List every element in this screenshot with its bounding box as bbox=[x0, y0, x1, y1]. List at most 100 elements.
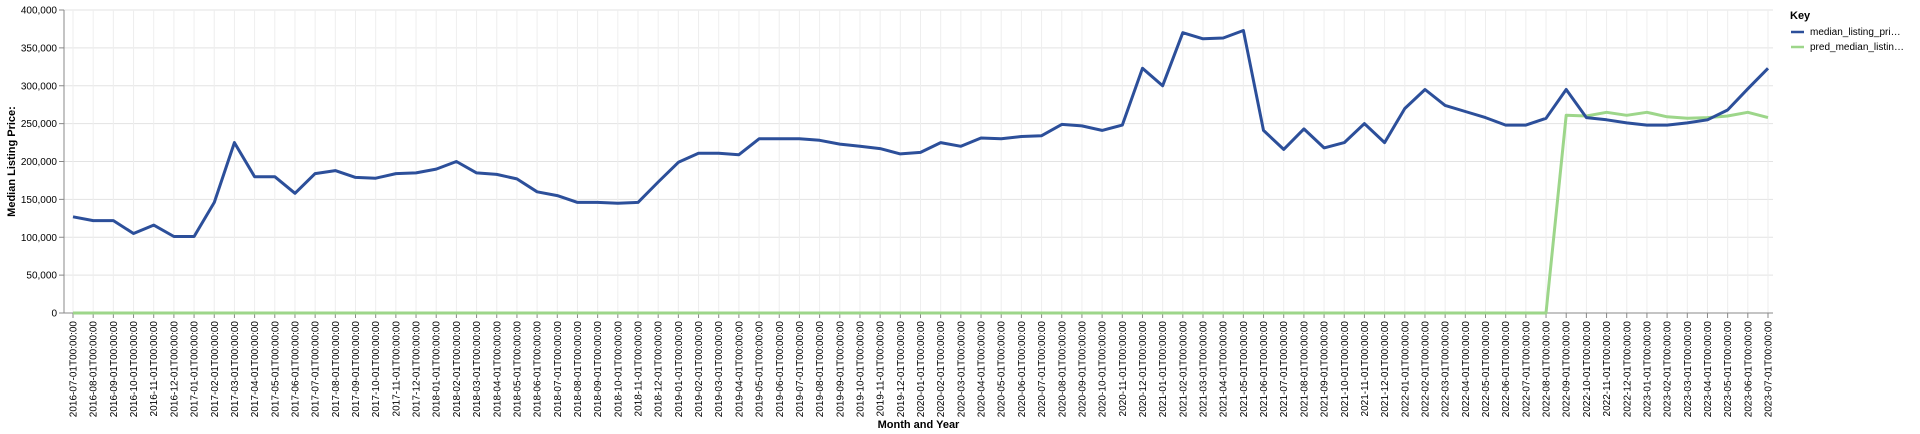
x-tick-label: 2019-11-01T00:00:00 bbox=[876, 321, 887, 417]
legend-items: median_listing_pri… pred_median_listin… bbox=[1791, 27, 1904, 53]
legend-title: Key bbox=[1790, 10, 1811, 22]
x-tick-label: 2020-02-01T00:00:00 bbox=[936, 321, 947, 418]
x-tick-label: 2023-03-01T00:00:00 bbox=[1683, 321, 1694, 418]
x-tick-label: 2021-01-01T00:00:00 bbox=[1158, 321, 1169, 418]
x-tick-label: 2018-04-01T00:00:00 bbox=[492, 321, 503, 418]
x-tick-label: 2019-07-01T00:00:00 bbox=[795, 321, 806, 418]
x-tick-label: 2019-09-01T00:00:00 bbox=[835, 321, 846, 418]
y-tick-label: 50,000 bbox=[26, 271, 57, 282]
gridlines bbox=[64, 9, 1773, 314]
x-tick-label: 2022-12-01T00:00:00 bbox=[1622, 321, 1633, 418]
x-tick-label: 2020-06-01T00:00:00 bbox=[1017, 321, 1028, 418]
x-tick-label: 2016-11-01T00:00:00 bbox=[149, 321, 160, 417]
x-tick-label: 2016-09-01T00:00:00 bbox=[109, 321, 120, 418]
x-tick-label: 2019-06-01T00:00:00 bbox=[775, 321, 786, 418]
legend: Key median_listing_pri… pred_median_listi… bbox=[1790, 10, 1904, 53]
x-tick-label: 2022-11-01T00:00:00 bbox=[1602, 321, 1613, 417]
x-tick-label: 2021-10-01T00:00:00 bbox=[1340, 321, 1351, 418]
x-tick-label: 2020-12-01T00:00:00 bbox=[1138, 321, 1149, 418]
x-tick-label: 2016-08-01T00:00:00 bbox=[89, 321, 100, 418]
x-tick-label: 2021-11-01T00:00:00 bbox=[1360, 321, 1371, 417]
x-tick-label: 2022-07-01T00:00:00 bbox=[1521, 321, 1532, 418]
series-line-pred-median-listing-price bbox=[73, 110, 1769, 315]
y-tick-label: 150,000 bbox=[21, 195, 58, 206]
y-axis-ticks: 0 50,000 100,000 150,000 200,000 250,000 300,0… bbox=[21, 6, 64, 320]
x-tick-label: 2018-06-01T00:00:00 bbox=[533, 321, 544, 418]
x-tick-label: 2018-01-01T00:00:00 bbox=[432, 321, 443, 418]
x-tick-label: 2017-10-01T00:00:00 bbox=[371, 321, 382, 418]
x-tick-label: 2019-10-01T00:00:00 bbox=[855, 321, 866, 418]
x-tick-label: 2019-03-01T00:00:00 bbox=[714, 321, 725, 418]
x-tick-label: 2017-03-01T00:00:00 bbox=[230, 321, 241, 418]
x-tick-label: 2023-05-01T00:00:00 bbox=[1723, 321, 1734, 418]
y-tick-label: 350,000 bbox=[21, 43, 58, 54]
x-tick-label: 2023-06-01T00:00:00 bbox=[1743, 321, 1754, 418]
x-tick-label: 2020-05-01T00:00:00 bbox=[997, 321, 1008, 418]
x-tick-label: 2022-01-01T00:00:00 bbox=[1400, 321, 1411, 418]
x-tick-label: 2017-11-01T00:00:00 bbox=[391, 321, 402, 417]
x-tick-label: 2016-12-01T00:00:00 bbox=[169, 321, 180, 418]
x-tick-label: 2020-01-01T00:00:00 bbox=[916, 321, 927, 418]
x-tick-label: 2018-10-01T00:00:00 bbox=[613, 321, 624, 418]
x-tick-label: 2020-10-01T00:00:00 bbox=[1098, 321, 1109, 418]
x-tick-label: 2020-09-01T00:00:00 bbox=[1077, 321, 1088, 418]
x-tick-label: 2023-07-01T00:00:00 bbox=[1764, 321, 1775, 418]
x-tick-label: 2022-08-01T00:00:00 bbox=[1542, 321, 1553, 418]
x-tick-label: 2021-12-01T00:00:00 bbox=[1380, 321, 1391, 418]
x-tick-label: 2019-12-01T00:00:00 bbox=[896, 321, 907, 418]
x-tick-label: 2018-07-01T00:00:00 bbox=[553, 321, 564, 418]
x-tick-label: 2018-02-01T00:00:00 bbox=[452, 321, 463, 418]
x-tick-label: 2019-04-01T00:00:00 bbox=[734, 321, 745, 418]
x-tick-label: 2017-05-01T00:00:00 bbox=[270, 321, 281, 418]
x-tick-label: 2023-01-01T00:00:00 bbox=[1642, 321, 1653, 418]
x-tick-label: 2018-08-01T00:00:00 bbox=[573, 321, 584, 418]
x-tick-label: 2017-04-01T00:00:00 bbox=[250, 321, 261, 418]
x-tick-label: 2016-07-01T00:00:00 bbox=[69, 321, 80, 418]
x-tick-label: 2022-10-01T00:00:00 bbox=[1582, 321, 1593, 418]
legend-label: pred_median_listin… bbox=[1810, 42, 1904, 53]
x-tick-label: 2017-06-01T00:00:00 bbox=[290, 321, 301, 418]
y-tick-label: 0 bbox=[51, 309, 57, 320]
x-tick-label: 2021-04-01T00:00:00 bbox=[1219, 321, 1230, 418]
x-tick-label: 2017-02-01T00:00:00 bbox=[210, 321, 221, 418]
x-tick-label: 2021-06-01T00:00:00 bbox=[1259, 321, 1270, 418]
x-tick-label: 2018-09-01T00:00:00 bbox=[593, 321, 604, 418]
x-tick-label: 2017-08-01T00:00:00 bbox=[331, 321, 342, 418]
x-tick-label: 2017-09-01T00:00:00 bbox=[351, 321, 362, 418]
x-gridlines bbox=[72, 10, 1769, 313]
x-tick-label: 2018-11-01T00:00:00 bbox=[634, 321, 645, 417]
x-tick-label: 2016-10-01T00:00:00 bbox=[129, 321, 140, 418]
y-tick-label: 300,000 bbox=[21, 81, 58, 92]
x-tick-label: 2021-09-01T00:00:00 bbox=[1320, 321, 1331, 418]
x-tick-label: 2020-08-01T00:00:00 bbox=[1057, 321, 1068, 418]
x-tick-label: 2022-06-01T00:00:00 bbox=[1501, 321, 1512, 418]
x-tick-label: 2023-02-01T00:00:00 bbox=[1663, 321, 1674, 418]
x-tick-label: 2018-12-01T00:00:00 bbox=[654, 321, 665, 418]
x-axis-ticks: 2016-07-01T00:00:00 2016-08-01T00:00:00 20… bbox=[69, 313, 1775, 417]
x-tick-label: 2020-04-01T00:00:00 bbox=[977, 321, 988, 418]
x-tick-label: 2018-05-01T00:00:00 bbox=[512, 321, 523, 418]
x-tick-label: 2019-08-01T00:00:00 bbox=[815, 321, 826, 418]
x-tick-label: 2021-05-01T00:00:00 bbox=[1239, 321, 1250, 418]
x-tick-label: 2017-12-01T00:00:00 bbox=[412, 321, 423, 418]
x-tick-label: 2022-04-01T00:00:00 bbox=[1461, 321, 1472, 418]
series-layer bbox=[72, 29, 1770, 315]
series-line-median-listing-price bbox=[72, 29, 1770, 238]
x-tick-label: 2020-03-01T00:00:00 bbox=[956, 321, 967, 418]
x-tick-label: 2020-07-01T00:00:00 bbox=[1037, 321, 1048, 418]
x-tick-label: 2023-04-01T00:00:00 bbox=[1703, 321, 1714, 418]
x-tick-label: 2021-02-01T00:00:00 bbox=[1178, 321, 1189, 418]
x-tick-label: 2021-03-01T00:00:00 bbox=[1199, 321, 1210, 418]
x-tick-label: 2019-01-01T00:00:00 bbox=[674, 321, 685, 418]
y-tick-label: 250,000 bbox=[21, 119, 58, 130]
x-tick-label: 2017-07-01T00:00:00 bbox=[311, 321, 322, 418]
x-tick-label: 2017-01-01T00:00:00 bbox=[190, 321, 201, 418]
y-tick-label: 100,000 bbox=[21, 233, 58, 244]
legend-label: median_listing_pri… bbox=[1810, 27, 1901, 38]
x-tick-label: 2020-11-01T00:00:00 bbox=[1118, 321, 1129, 417]
x-tick-label: 2021-07-01T00:00:00 bbox=[1279, 321, 1290, 418]
x-tick-label: 2018-03-01T00:00:00 bbox=[472, 321, 483, 418]
y-tick-label: 200,000 bbox=[21, 157, 58, 168]
x-tick-label: 2019-05-01T00:00:00 bbox=[755, 321, 766, 418]
